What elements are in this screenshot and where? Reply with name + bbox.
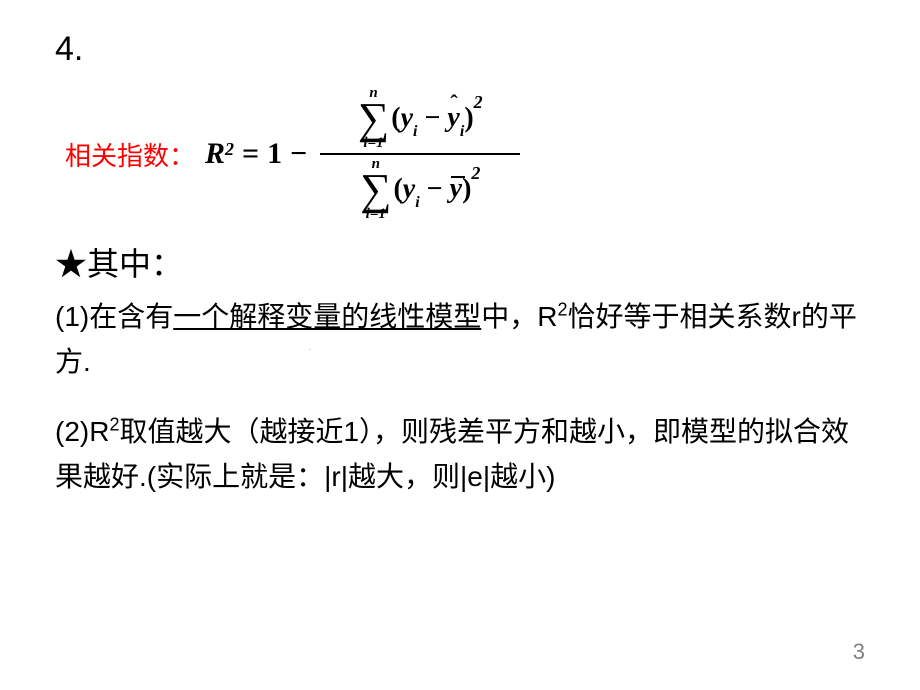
formula-minus: − [290,137,307,171]
sigma-numerator: n ∑ i=1 [358,86,389,151]
numerator-term: (yi − yi)2 [391,100,482,138]
formula-row: 相关指数： R 2 = 1 − n ∑ i=1 (yi − yi)2 [65,84,865,224]
formula-main: R 2 = 1 − n ∑ i=1 (yi − yi)2 [205,84,520,224]
page-number: 3 [853,639,865,665]
y-hat: y [447,102,459,134]
denominator-term: (yi − y)2 [393,171,480,209]
formula-label: 相关指数： [65,136,195,173]
watermark: · [308,342,322,357]
formula-lhs-var: R [205,137,225,171]
sigma-bottom-2: i=1 [366,207,386,222]
section-number: 4. [55,30,865,69]
sigma-denominator: n ∑ i=1 [360,157,391,222]
sigma-symbol-2: ∑ [360,172,391,207]
formula-fraction: n ∑ i=1 (yi − yi)2 n ∑ i=1 [320,84,520,224]
sigma-symbol: ∑ [358,101,389,136]
slide-content: 4. 相关指数： R 2 = 1 − n ∑ i=1 (yi − yi) [0,0,920,690]
formula-lhs-sup: 2 [225,139,234,160]
point-1: (1)在含有一个解释变量的线性模型中，R2恰好等于相关系数r的平方. [55,295,865,385]
y-bar: y [450,173,462,205]
formula-denominator: n ∑ i=1 (yi − y)2 [352,155,488,224]
underlined-text: 一个解释变量的线性模型 [173,301,481,332]
formula-numerator: n ∑ i=1 (yi − yi)2 [350,84,491,153]
formula-one: 1 [267,137,282,171]
formula-equals: = [242,137,259,171]
sigma-bottom: i=1 [363,136,383,151]
star-heading: ★其中： [55,239,865,285]
point-2: (2)R2取值越大（越接近1），则残差平方和越小，即模型的拟合效果越好.(实际上… [55,410,865,500]
